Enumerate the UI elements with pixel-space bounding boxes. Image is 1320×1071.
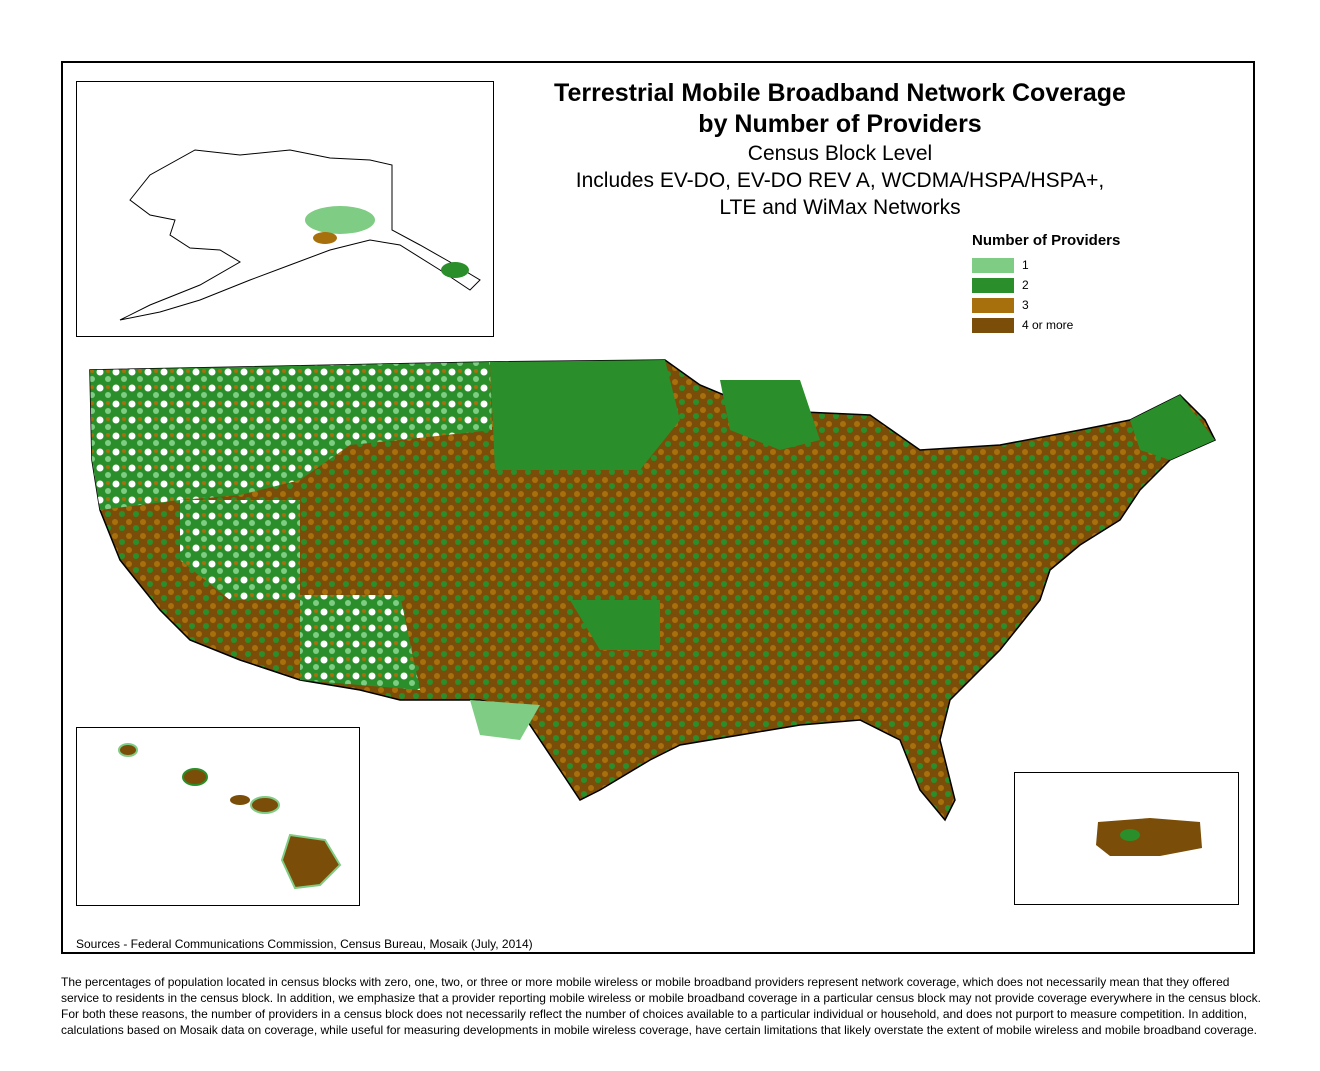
legend-swatch bbox=[972, 317, 1014, 333]
subtitle-line-1: Census Block Level bbox=[747, 142, 933, 165]
legend-swatch bbox=[972, 297, 1014, 313]
legend-item: 2 bbox=[972, 275, 1120, 295]
legend-item: 3 bbox=[972, 295, 1120, 315]
legend-label: 3 bbox=[1022, 298, 1029, 312]
map-title: Terrestrial Mobile Broadband Network Cov… bbox=[520, 78, 1160, 221]
legend-title: Number of Providers bbox=[972, 232, 1121, 249]
legend-label: 4 or more bbox=[1022, 318, 1074, 332]
title-line-2: by Number of Providers bbox=[698, 110, 982, 138]
legend-label: 1 bbox=[1022, 258, 1029, 272]
title-line-1: Terrestrial Mobile Broadband Network Cov… bbox=[554, 79, 1126, 107]
disclaimer-text: The percentages of population located in… bbox=[61, 975, 1261, 1037]
sources-text: Sources - Federal Communications Commiss… bbox=[76, 937, 533, 951]
hawaii-shape bbox=[118, 743, 342, 890]
puerto-rico-shape bbox=[1096, 818, 1202, 856]
legend-label: 2 bbox=[1022, 278, 1029, 292]
legend-item: 1 bbox=[972, 255, 1120, 275]
legend-swatch bbox=[972, 277, 1014, 293]
legend-swatch bbox=[972, 257, 1014, 273]
alaska-shape bbox=[119, 149, 481, 321]
subtitle-line-2: Includes EV-DO, EV-DO REV A, WCDMA/HSPA/… bbox=[575, 169, 1105, 192]
subtitle-line-3: LTE and WiMax Networks bbox=[719, 196, 961, 219]
contiguous-us bbox=[89, 359, 1217, 822]
legend: Number of Providers 1 2 3 4 or more bbox=[972, 232, 1120, 335]
legend-item: 4 or more bbox=[972, 315, 1120, 335]
